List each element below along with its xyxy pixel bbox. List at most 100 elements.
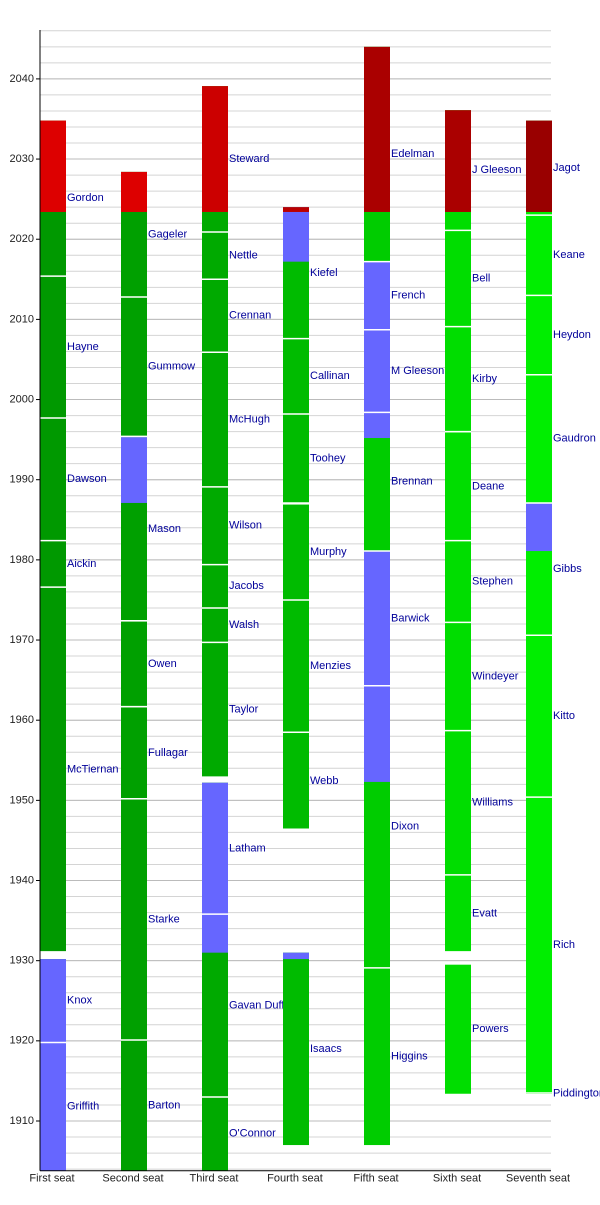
tenure-bar [283,952,309,1146]
justice-label: Jacobs [229,580,264,592]
justice-label: Gavan Duffy [229,999,290,1011]
tenure-bar [526,374,552,503]
y-tick-label: 1990 [10,474,34,486]
justice-label: Gageler [148,228,187,240]
chief-bar [40,1042,66,1171]
justice-label: Stephen [472,575,513,587]
y-tick-label: 1950 [10,794,34,806]
justice-label: Fullagar [148,747,188,759]
justice-label: Crennan [229,310,271,322]
x-tick-label: Fifth seat [353,1173,398,1185]
x-tick-label: Sixth seat [433,1173,481,1185]
justice-label: Evatt [472,907,497,919]
future-bar [121,171,147,212]
tenure-bar [283,504,309,600]
tenure-bar [202,279,228,353]
justice-label: Callinan [310,370,350,382]
justice-label: Barwick [391,612,430,624]
chief-bar [202,914,228,953]
justice-label: Gummow [148,361,195,373]
tenure-bar [526,215,552,296]
justice-label: Rich [553,939,575,951]
x-tick-label: Fourth seat [267,1173,323,1185]
x-tick-label: First seat [29,1173,74,1185]
tenure-bar [121,621,147,707]
tenure-bar [202,642,228,778]
tenure-bar [121,799,147,1041]
future-bar [364,46,390,212]
justice-label: O'Connor [229,1128,276,1140]
justice-label: Kitto [553,710,575,722]
chief-bar [121,437,147,503]
justice-label: Edelman [391,148,434,160]
justice-label: Owen [148,658,177,670]
tenure-bar [40,276,66,418]
tenure-bar [283,599,309,733]
justice-label: Dawson [67,473,107,485]
justice-label: Dixon [391,821,419,833]
chief-bar [364,329,390,413]
justice-label: Griffith [67,1100,99,1112]
y-tick-label: 1960 [10,714,34,726]
chief-bar [283,207,309,262]
justice-label: Hayne [67,341,99,353]
y-tick-label: 2000 [10,393,34,405]
tenure-bar [526,797,552,1093]
justice-label: Menzies [310,660,351,672]
justice-label: Powers [472,1023,509,1035]
y-tick-label: 1940 [10,874,34,886]
x-tick-label: Seventh seat [506,1173,570,1185]
chief-bar [202,782,228,915]
justice-label: Murphy [310,546,347,558]
justice-label: Gaudron [553,433,596,445]
x-tick-label: Second seat [102,1173,163,1185]
tenure-bar [202,607,228,643]
justice-label: Higgins [391,1050,428,1062]
justice-label: Deane [472,480,504,492]
tenure-bar [526,295,552,375]
chief-bar [364,261,390,330]
tenure-bar [121,296,147,437]
future-bar [445,110,471,212]
justice-label: Toohey [310,452,346,464]
future-bar [283,207,309,212]
tenure-bar [202,1096,228,1171]
justice-label: Brennan [391,476,433,488]
tenure-bar [445,230,471,327]
y-tick-label: 1970 [10,634,34,646]
justice-label: Knox [67,995,93,1007]
tenure-bar [202,352,228,487]
justice-label: Keane [553,249,585,261]
justice-label: M Gleeson [391,365,444,377]
justice-label: Mason [148,523,181,535]
tenure-bar [283,733,309,830]
justice-label: French [391,290,425,302]
justice-label: Walsh [229,619,259,631]
tenure-bar [445,964,471,1094]
justice-label: Starke [148,914,180,926]
chief-bar [364,685,390,782]
justice-label: Williams [472,797,513,809]
justice-label: Jagot [553,162,580,174]
tenure-bar [445,326,471,432]
tenure-bar [40,417,66,541]
justice-label: McHugh [229,413,270,425]
y-tick-label: 2030 [10,153,34,165]
justice-label: Latham [229,842,266,854]
chief-bar [283,952,309,960]
y-tick-label: 1980 [10,554,34,566]
tenure-bar [283,338,309,414]
future-bar [40,120,66,212]
tenure-bar [121,707,147,799]
justice-label: Isaacs [310,1043,342,1055]
y-tick-label: 1920 [10,1035,34,1047]
justice-label: J Gleeson [472,164,522,176]
justice-label: Webb [310,775,339,787]
chief-bar [364,551,390,686]
justice-label: Steward [229,153,269,165]
justice-label: Gordon [67,192,104,204]
x-tick-label: Third seat [190,1173,239,1185]
tenure-bar [202,486,228,565]
tenure-bar [121,1040,147,1171]
